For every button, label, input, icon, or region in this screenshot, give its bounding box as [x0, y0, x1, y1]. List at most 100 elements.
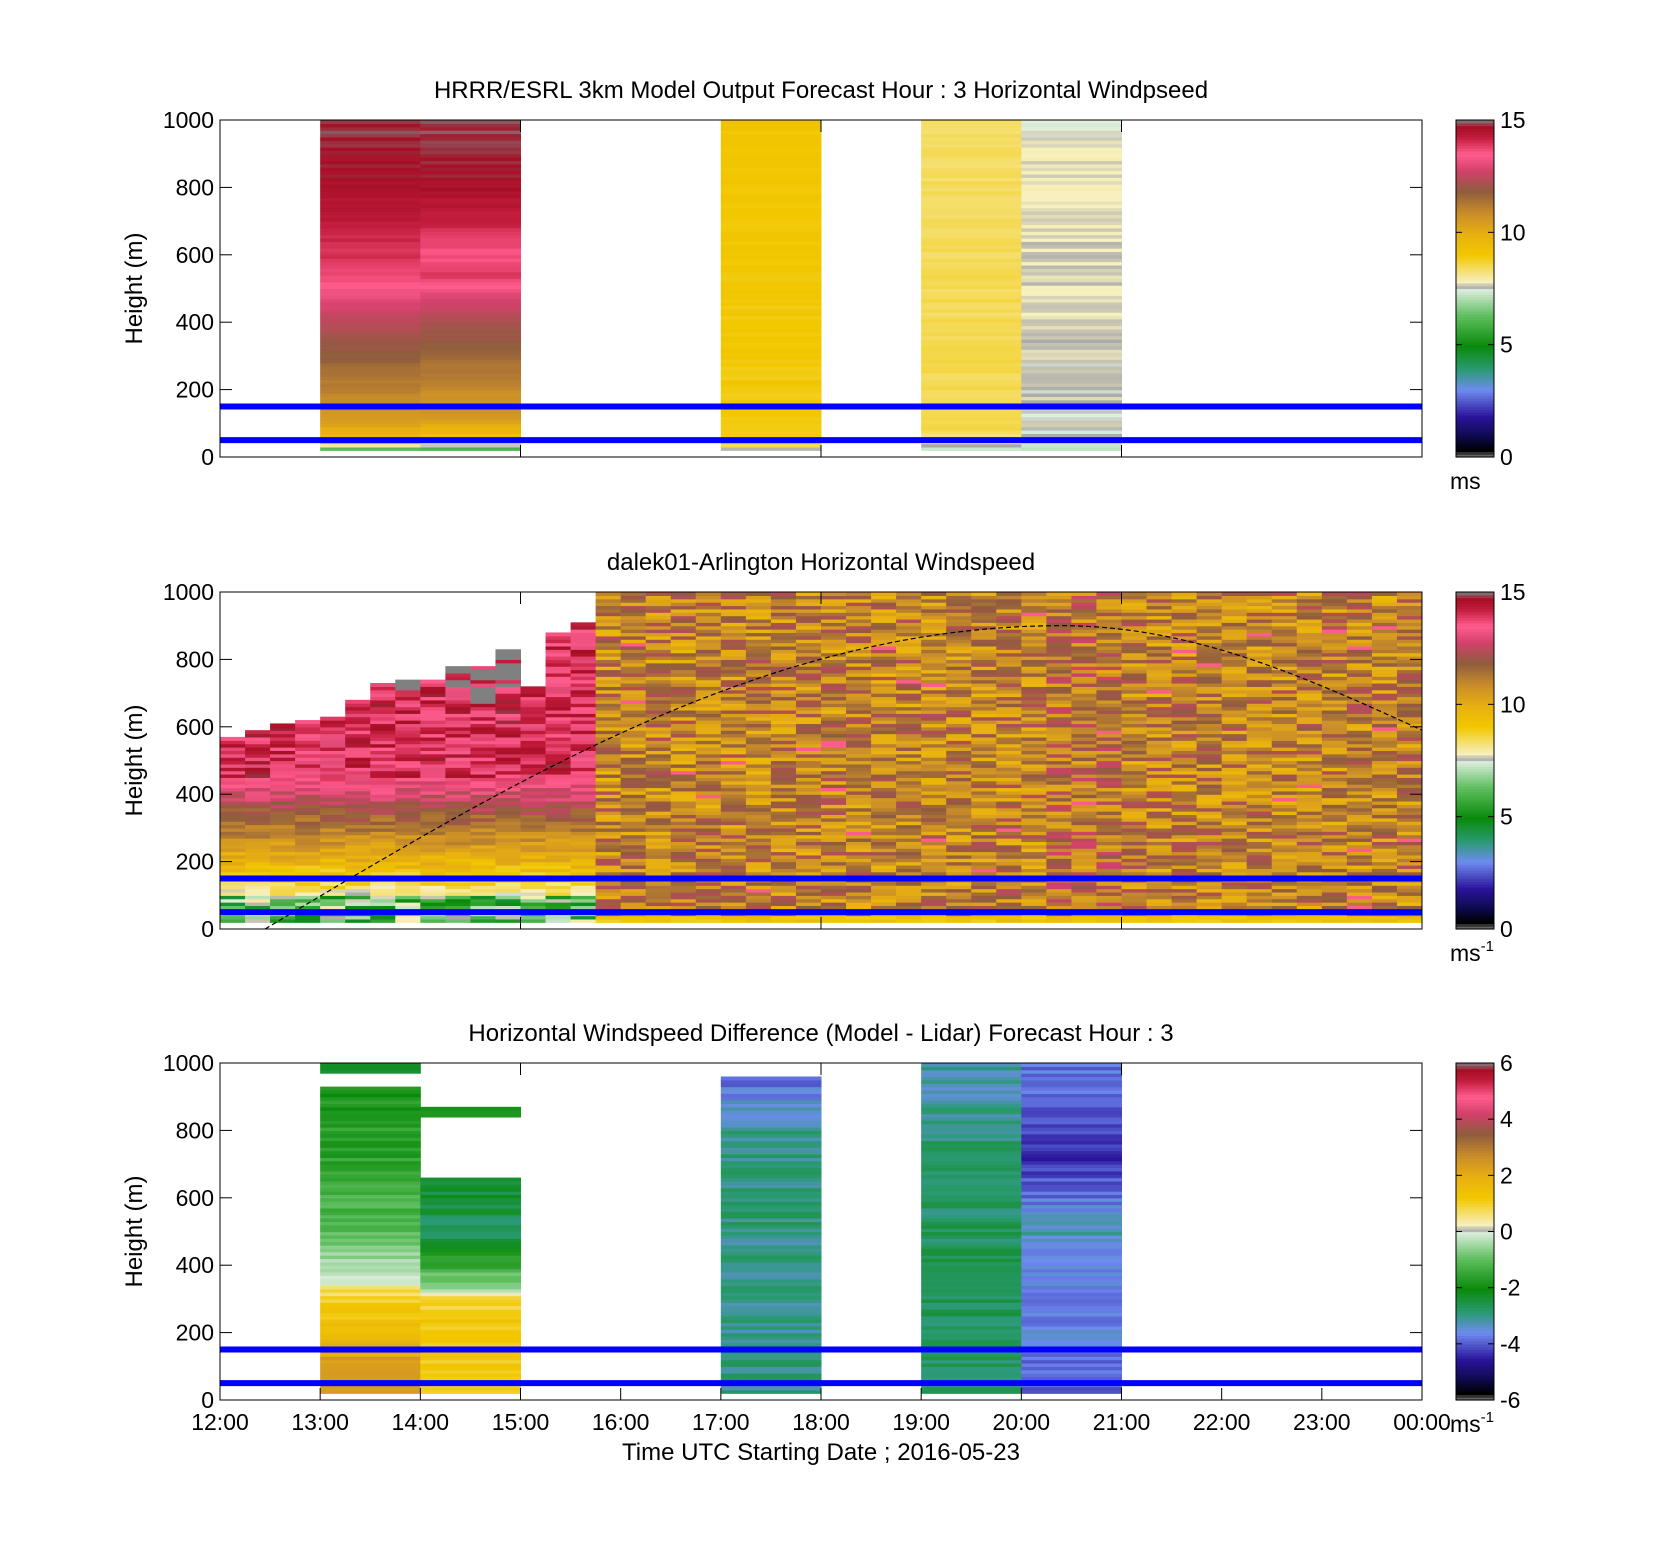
data-cell [846, 652, 872, 657]
data-cell [1296, 784, 1323, 789]
data-cell [545, 753, 572, 758]
data-cell [1321, 854, 1348, 859]
data-cell [795, 639, 822, 644]
data-cell [1321, 891, 1348, 896]
data-cell [896, 615, 922, 620]
data-cell [695, 790, 722, 795]
data-cell [395, 841, 421, 846]
data-cell [1171, 642, 1198, 647]
data-cell [220, 905, 246, 910]
data-cell [620, 767, 647, 772]
data-cell [896, 592, 922, 596]
data-cell [921, 163, 1022, 168]
data-cell [946, 881, 972, 886]
data-cell [1121, 821, 1148, 826]
data-cell [1271, 895, 1298, 900]
data-cell [871, 881, 897, 886]
data-cell [695, 915, 722, 920]
data-cell [896, 699, 922, 704]
data-cell [595, 881, 622, 886]
data-cell [1196, 750, 1223, 755]
data-cell [495, 888, 521, 893]
data-cell [1096, 676, 1122, 681]
data-cell [795, 666, 822, 671]
data-cell [545, 757, 572, 762]
colorbar-cell [1456, 398, 1494, 402]
data-cell [395, 898, 421, 903]
data-cell [1321, 629, 1348, 634]
data-cell [345, 811, 371, 816]
data-cell [1396, 885, 1422, 890]
data-cell [846, 844, 872, 849]
data-cell [1021, 645, 1047, 650]
data-cell [896, 844, 922, 849]
data-cell [1021, 794, 1047, 799]
data-cell [695, 723, 722, 728]
data-cell [1146, 679, 1173, 684]
data-cell [896, 676, 922, 681]
data-cell [921, 157, 1022, 162]
data-cell [695, 841, 722, 846]
data-cell [1221, 844, 1248, 849]
data-cell [1296, 689, 1323, 694]
data-cell [495, 915, 521, 920]
data-cell [996, 753, 1022, 758]
data-cell [971, 848, 997, 853]
data-cell [1096, 861, 1122, 866]
data-cell [595, 666, 622, 671]
data-cell [1146, 851, 1173, 856]
data-cell [1096, 709, 1122, 714]
data-cell [545, 659, 572, 664]
data-cell [1021, 130, 1122, 135]
data-cell [395, 834, 421, 839]
data-cell [1021, 237, 1122, 242]
data-cell [1021, 608, 1047, 613]
data-cell [1321, 709, 1348, 714]
data-cell [695, 905, 722, 910]
data-cell [1096, 598, 1122, 603]
data-cell [1071, 703, 1097, 708]
data-cell [1271, 811, 1298, 816]
data-cell [270, 868, 296, 873]
data-cell [1246, 598, 1273, 603]
data-cell [921, 602, 947, 607]
data-cell [821, 629, 847, 634]
data-cell [670, 598, 697, 603]
data-cell [620, 807, 647, 812]
colorbar-cell [1456, 313, 1494, 318]
data-cell [295, 787, 321, 792]
data-cell [871, 915, 897, 920]
data-cell [846, 770, 872, 775]
data-cell [420, 301, 521, 306]
data-cell [1171, 679, 1198, 684]
data-cell [1371, 918, 1398, 923]
data-cell [1146, 720, 1173, 725]
data-cell [570, 649, 597, 654]
data-cell [320, 214, 421, 219]
colorbar-cell [1456, 136, 1494, 141]
data-cell [1196, 864, 1223, 869]
data-cell [1321, 784, 1348, 789]
data-cell [846, 868, 872, 873]
data-cell [1046, 736, 1072, 741]
data-cell [570, 851, 597, 856]
data-cell [1121, 615, 1148, 620]
data-cell [1321, 682, 1348, 687]
data-cell [1321, 915, 1348, 920]
data-cell [1071, 824, 1097, 829]
data-cell [921, 598, 947, 603]
data-cell [821, 686, 847, 691]
data-cell [946, 895, 972, 900]
data-cell [1246, 622, 1273, 627]
data-cell [1121, 740, 1148, 745]
data-cell [896, 858, 922, 863]
data-column [720, 120, 822, 451]
data-cell [795, 656, 822, 660]
data-cell [395, 797, 421, 802]
data-cell [1196, 773, 1223, 778]
data-cell [821, 618, 847, 623]
data-cell [595, 649, 622, 654]
data-cell [1146, 767, 1173, 772]
data-cell [921, 709, 947, 714]
data-cell [996, 895, 1022, 900]
